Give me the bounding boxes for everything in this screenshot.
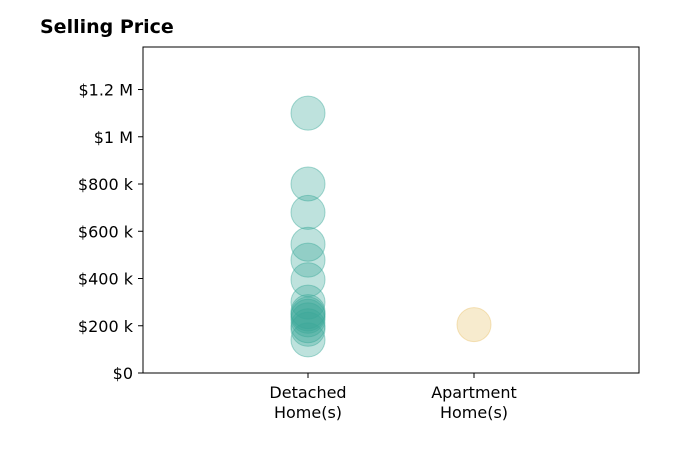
data-point (290, 322, 326, 358)
data-point (290, 284, 326, 320)
y-tick-label: $1 M (94, 128, 133, 147)
data-point (290, 95, 326, 131)
data-point (290, 242, 326, 278)
y-tick-label: $600 k (78, 222, 134, 241)
data-point (290, 302, 326, 338)
data-points (290, 95, 492, 358)
x-tick-label: Detached (269, 383, 346, 402)
y-tick-label: $400 k (78, 270, 134, 289)
x-tick-label: Apartment (431, 383, 517, 402)
data-point (290, 262, 326, 298)
y-tick-label: $200 k (78, 317, 134, 336)
x-tick-label: Home(s) (440, 403, 508, 422)
x-tick-label: Home(s) (274, 403, 342, 422)
y-tick-label: $0 (113, 364, 133, 383)
plot-frame (142, 46, 640, 374)
data-point (290, 296, 326, 332)
y-tick-label: $800 k (78, 175, 134, 194)
data-point (290, 294, 326, 330)
data-point (290, 166, 326, 202)
y-tick-label: $1.2 M (78, 81, 133, 100)
data-point (290, 308, 326, 344)
data-point (456, 307, 492, 343)
data-point (290, 226, 326, 262)
y-axis: $0 $200 k $400 k $600 k $800 k $1 M $1.2 M (78, 81, 143, 383)
chart-title: Selling Price (40, 16, 174, 38)
data-point (290, 194, 326, 230)
data-point (290, 311, 326, 347)
data-point (290, 298, 326, 334)
